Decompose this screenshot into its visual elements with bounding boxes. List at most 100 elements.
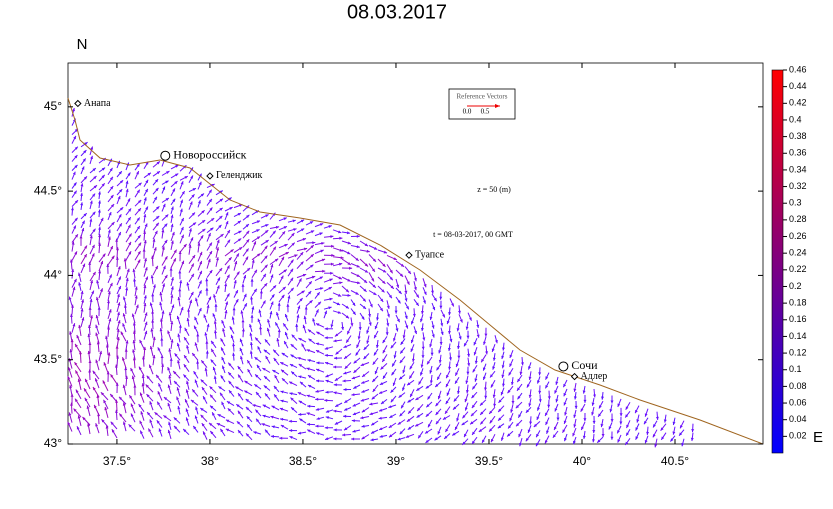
vector-head: [374, 370, 378, 375]
vector-head: [308, 375, 312, 379]
vector-head: [271, 405, 275, 409]
vector-head: [364, 269, 369, 273]
vector-head: [474, 360, 478, 364]
vector-head: [552, 434, 556, 438]
vector-head: [321, 258, 326, 262]
vector-head: [407, 399, 411, 403]
vector-head: [357, 336, 361, 340]
vector-head: [194, 379, 198, 383]
vector-head: [155, 222, 159, 227]
vector-head: [316, 323, 320, 327]
vector-head: [573, 440, 576, 445]
vector-head: [130, 403, 134, 407]
vector-head: [216, 247, 220, 251]
vector-head: [619, 421, 623, 425]
vector-head: [625, 414, 629, 418]
vector-head: [163, 397, 168, 401]
vector-head: [105, 425, 109, 429]
vector-head: [228, 257, 232, 261]
vector-head: [72, 323, 76, 327]
vector-head: [98, 234, 102, 238]
vector-head: [465, 326, 469, 330]
vector-head: [617, 403, 621, 407]
vector-head: [363, 288, 367, 292]
vector-head: [106, 371, 110, 375]
vector-head: [171, 231, 175, 236]
vector-head: [81, 317, 85, 321]
vector-head: [281, 378, 286, 382]
vector-head: [219, 198, 223, 202]
vector-head: [310, 230, 315, 234]
vector-head: [533, 423, 537, 427]
vector-head: [398, 290, 402, 294]
vector-head: [555, 399, 559, 403]
vector-head: [573, 388, 577, 392]
vector-head: [111, 255, 115, 259]
vector-head: [280, 417, 284, 421]
vector-head: [189, 299, 193, 304]
vector-head: [343, 345, 347, 348]
vector-head: [372, 258, 376, 262]
vector-head: [222, 328, 225, 332]
vector-head: [168, 312, 172, 316]
vector-head: [410, 339, 414, 344]
vector-head: [324, 310, 327, 314]
vector-head: [172, 198, 176, 202]
vector-head: [519, 371, 523, 375]
vector-head: [301, 290, 305, 294]
vector-head: [446, 320, 450, 325]
vector-head: [233, 280, 237, 284]
vector-head: [510, 409, 514, 413]
vector-head: [289, 364, 294, 367]
vector-head: [381, 289, 385, 293]
vector-head: [366, 249, 370, 253]
vector-head: [525, 409, 529, 413]
vector-head: [462, 441, 466, 445]
vector-head: [137, 259, 141, 263]
vector-head: [92, 228, 96, 232]
vector-head: [132, 330, 136, 334]
vector-head: [190, 175, 193, 179]
vector-head: [464, 343, 467, 347]
vector-head: [147, 412, 151, 416]
vector-head: [652, 434, 656, 438]
vector-head: [90, 315, 93, 319]
vector-head: [70, 339, 74, 343]
vector-head: [238, 238, 242, 242]
vector-head: [69, 385, 72, 389]
vector-head: [298, 375, 302, 379]
vector-head: [128, 241, 131, 246]
vector-head: [290, 277, 294, 281]
vector-head: [345, 289, 349, 293]
vector-head: [345, 305, 349, 309]
vector-head: [636, 419, 640, 423]
vector-head: [298, 412, 302, 416]
vector-head: [235, 299, 239, 303]
vector-head: [439, 342, 443, 345]
vector-head: [265, 230, 269, 234]
vector-head: [105, 344, 109, 348]
vector-head: [436, 367, 440, 371]
vector-head: [96, 341, 100, 345]
vector-head: [152, 336, 156, 340]
vector-head: [116, 355, 119, 359]
vector-head: [80, 192, 83, 196]
vector-head: [225, 419, 230, 423]
vector-head: [124, 367, 128, 371]
time-label: t = 08-03-2017, 00 GMT: [433, 230, 513, 239]
vector-head: [406, 418, 411, 422]
vector-head: [199, 270, 202, 275]
vector-head: [338, 276, 342, 280]
vector-head: [179, 208, 183, 212]
vector-head: [88, 261, 92, 265]
vector-head: [320, 249, 324, 253]
vector-head: [211, 184, 215, 187]
vector-head: [355, 291, 359, 295]
vector-head: [361, 390, 365, 393]
vector-head: [319, 232, 323, 236]
vector-head: [382, 269, 387, 273]
vector-head: [71, 304, 74, 308]
vector-head: [284, 341, 287, 345]
vector-head: [445, 410, 448, 414]
vector-head: [341, 326, 345, 331]
